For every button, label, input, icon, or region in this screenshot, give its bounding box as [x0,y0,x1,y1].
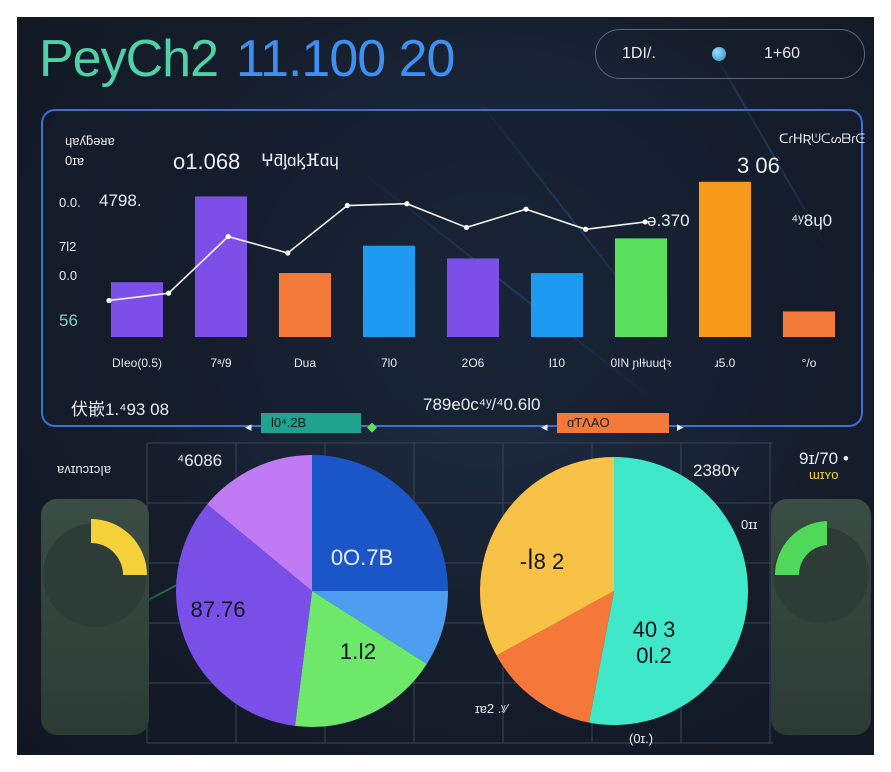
right-value: ⁴ʸ8ɥ0 [791,211,833,230]
line-point [642,219,648,225]
pie-label: 0l.2 [636,643,671,668]
y-tick-label: 0.0. [59,195,81,210]
pie-slice [294,591,427,727]
pie-label: 40 3 [633,617,676,642]
bar [698,181,752,337]
y-tick-label: 0.0 [59,268,78,283]
x-tick-label: ɹ5.0 [715,356,736,370]
x-tick-label: °/o [802,356,817,370]
bar [194,196,248,337]
pie-chart-right: 40 30l.2 -ꟾ8 2 [480,457,748,725]
x-tick-label: 7ᵃ/9 [210,356,231,370]
x-tick-label: 0IN ɲlɫuuɖꝛ [611,356,672,370]
left-gauge [43,519,147,627]
pie2-annotation-bottom-left: ɪɐ2 .ʸ⁄ [475,701,508,716]
line-point [404,201,410,207]
arrow-right: ◆ [367,419,377,434]
arrow-left: ◂ [245,419,252,434]
top-left-label: ɥɐʎƃǝᴚɐ [65,133,115,148]
pie-label: 1.ǀ2 [340,639,376,664]
bar-chart-panel: ɥɐʎƃǝᴚɐ 0ɪɐ o1.068 ⵖƌᶅɑᶄⴼɑɥ ᑕɾᕼƦᕫᑕᔕᗷɾᕮ 0… [41,109,866,427]
bar [530,273,584,337]
x-tick-label: l10 [549,356,565,370]
right-side-value: 9ɪ/70 • [799,449,849,468]
line-point [523,206,529,212]
bar [782,311,836,337]
pie2-annotation-right: 0ɪɪ [741,517,758,532]
title-part2: 11.100 20 [236,30,455,88]
line-point [285,250,291,256]
bar [278,273,332,337]
arrow-left: ◂ [541,419,548,434]
bar [446,258,500,337]
header-pill[interactable]: 1DI/. 1+60 [595,29,865,79]
pie-slice [588,457,748,725]
header-text: ⵖƌᶅɑᶄⴼɑɥ [261,151,339,170]
pie-label: -ꟾ8 2 [520,548,564,574]
pie-slice [496,591,614,723]
pie-slice [312,455,448,591]
y-tick-label: 56 [59,311,78,330]
bar [614,238,668,337]
mid-value: ǝ.370 [647,211,690,230]
pill-right-value: 1+60 [764,45,801,62]
title-part1: PeyCh2 [39,30,219,88]
teal-tag[interactable]: l0⁴.2B [261,413,361,433]
pie2-annotation-bottom: (0ɪ.) [629,731,654,746]
arrow-right: ▸ [677,419,684,434]
pill-left-value: 1DI/. [622,45,656,62]
pie-chart-left: 0O.7B 1.ǀ2 87.76 [175,455,448,727]
footer-mid: 789e0c⁴ʸ/⁴0.6l0 [423,395,541,414]
line-point [165,290,172,296]
line-point [225,233,231,240]
line-point [583,226,589,232]
first-bar-value: 4798. [99,191,142,210]
left-gauge-card [41,499,149,735]
bar [110,282,164,337]
dashboard: PeyCh2 11.100 20 1DI/. 1+60 ɥɐʎƃǝᴚɐ 0ɪɐ o… [17,17,874,755]
peak-value: 3 06 [737,153,780,178]
header-value: o1.068 [173,149,241,174]
right-gauge [773,521,869,623]
footer-left: 伏嵌1.⁴93 08 [71,400,170,419]
orange-tag[interactable]: ɑƬΛAO [557,413,669,433]
line-point [463,224,470,231]
line-point [344,202,350,209]
right-side-sub: ɯɪʏo [809,467,839,482]
pie-slice [175,504,312,726]
line-point [106,297,112,304]
globe-icon [712,47,726,61]
pie2-annotation-top: 2380ʏ [693,461,740,480]
pie1-annotation: ⁴6086 [177,451,223,470]
pie-slice [480,457,614,656]
bar [362,245,416,337]
bar-chart: DIeo(0.5) 7ᵃ/9 Dua 7l0 2O6 l10 0IN ɲlɫuuɖꝛ ɹ5.0… [106,181,836,370]
right-gauge-card [771,499,871,735]
pie-label: 0O.7B [331,545,393,570]
y-small-label: 0ɪɐ [65,153,85,168]
page-title: PeyCh2 11.100 20 [39,29,455,89]
left-side-label: ɐʌɪnɔɪɔꞁɐ [57,461,112,476]
x-tick-label: 2O6 [462,356,485,370]
line-series [108,202,646,302]
pie-label: 87.76 [190,597,245,622]
top-right-label: ᑕɾᕼƦᕫᑕᔕᗷɾᕮ [779,131,866,146]
pie-slice [207,455,312,591]
x-tick-label: 7l0 [381,356,397,370]
x-tick-label: DIeo(0.5) [112,356,162,370]
y-tick-label: 7l2 [59,239,77,254]
pie-slice [312,591,448,664]
x-tick-label: Dua [294,356,316,370]
